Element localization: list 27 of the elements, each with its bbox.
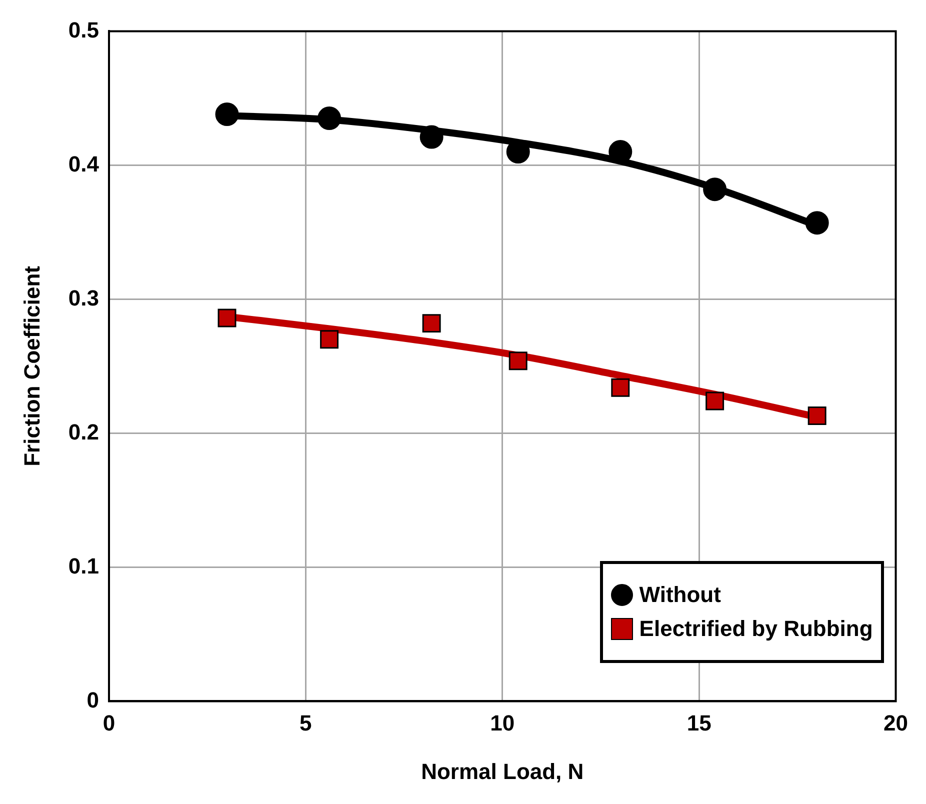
point bbox=[706, 392, 724, 410]
point bbox=[422, 314, 441, 333]
y-tick-label: 0.1 bbox=[68, 553, 99, 578]
y-tick-label: 0.5 bbox=[68, 17, 99, 42]
x-tick-label: 0 bbox=[102, 710, 116, 736]
y-axis-title: Friction Coefficient bbox=[19, 265, 44, 466]
point bbox=[320, 330, 339, 349]
point bbox=[420, 125, 444, 149]
legend-label: Without bbox=[639, 582, 721, 608]
point bbox=[318, 106, 342, 130]
x-tick-label: 5 bbox=[300, 710, 312, 736]
y-tick-label: 0.3 bbox=[68, 285, 99, 310]
y-tick-label: 0.4 bbox=[68, 151, 100, 176]
point bbox=[805, 211, 829, 235]
point bbox=[215, 102, 239, 126]
point bbox=[703, 178, 727, 202]
x-tick-label: 15 bbox=[686, 710, 712, 736]
point bbox=[808, 406, 826, 426]
legend-label: Electrified by Rubbing bbox=[639, 616, 873, 642]
x-tick-label: 20 bbox=[884, 710, 908, 736]
point bbox=[218, 308, 236, 328]
x-tick-label: 10 bbox=[490, 710, 515, 736]
x-axis-title: Normal Load, N bbox=[421, 758, 584, 784]
point bbox=[508, 352, 528, 370]
y-tick-label: 0 bbox=[86, 687, 99, 712]
y-tick-label: 0.2 bbox=[68, 419, 99, 444]
point bbox=[611, 378, 630, 397]
